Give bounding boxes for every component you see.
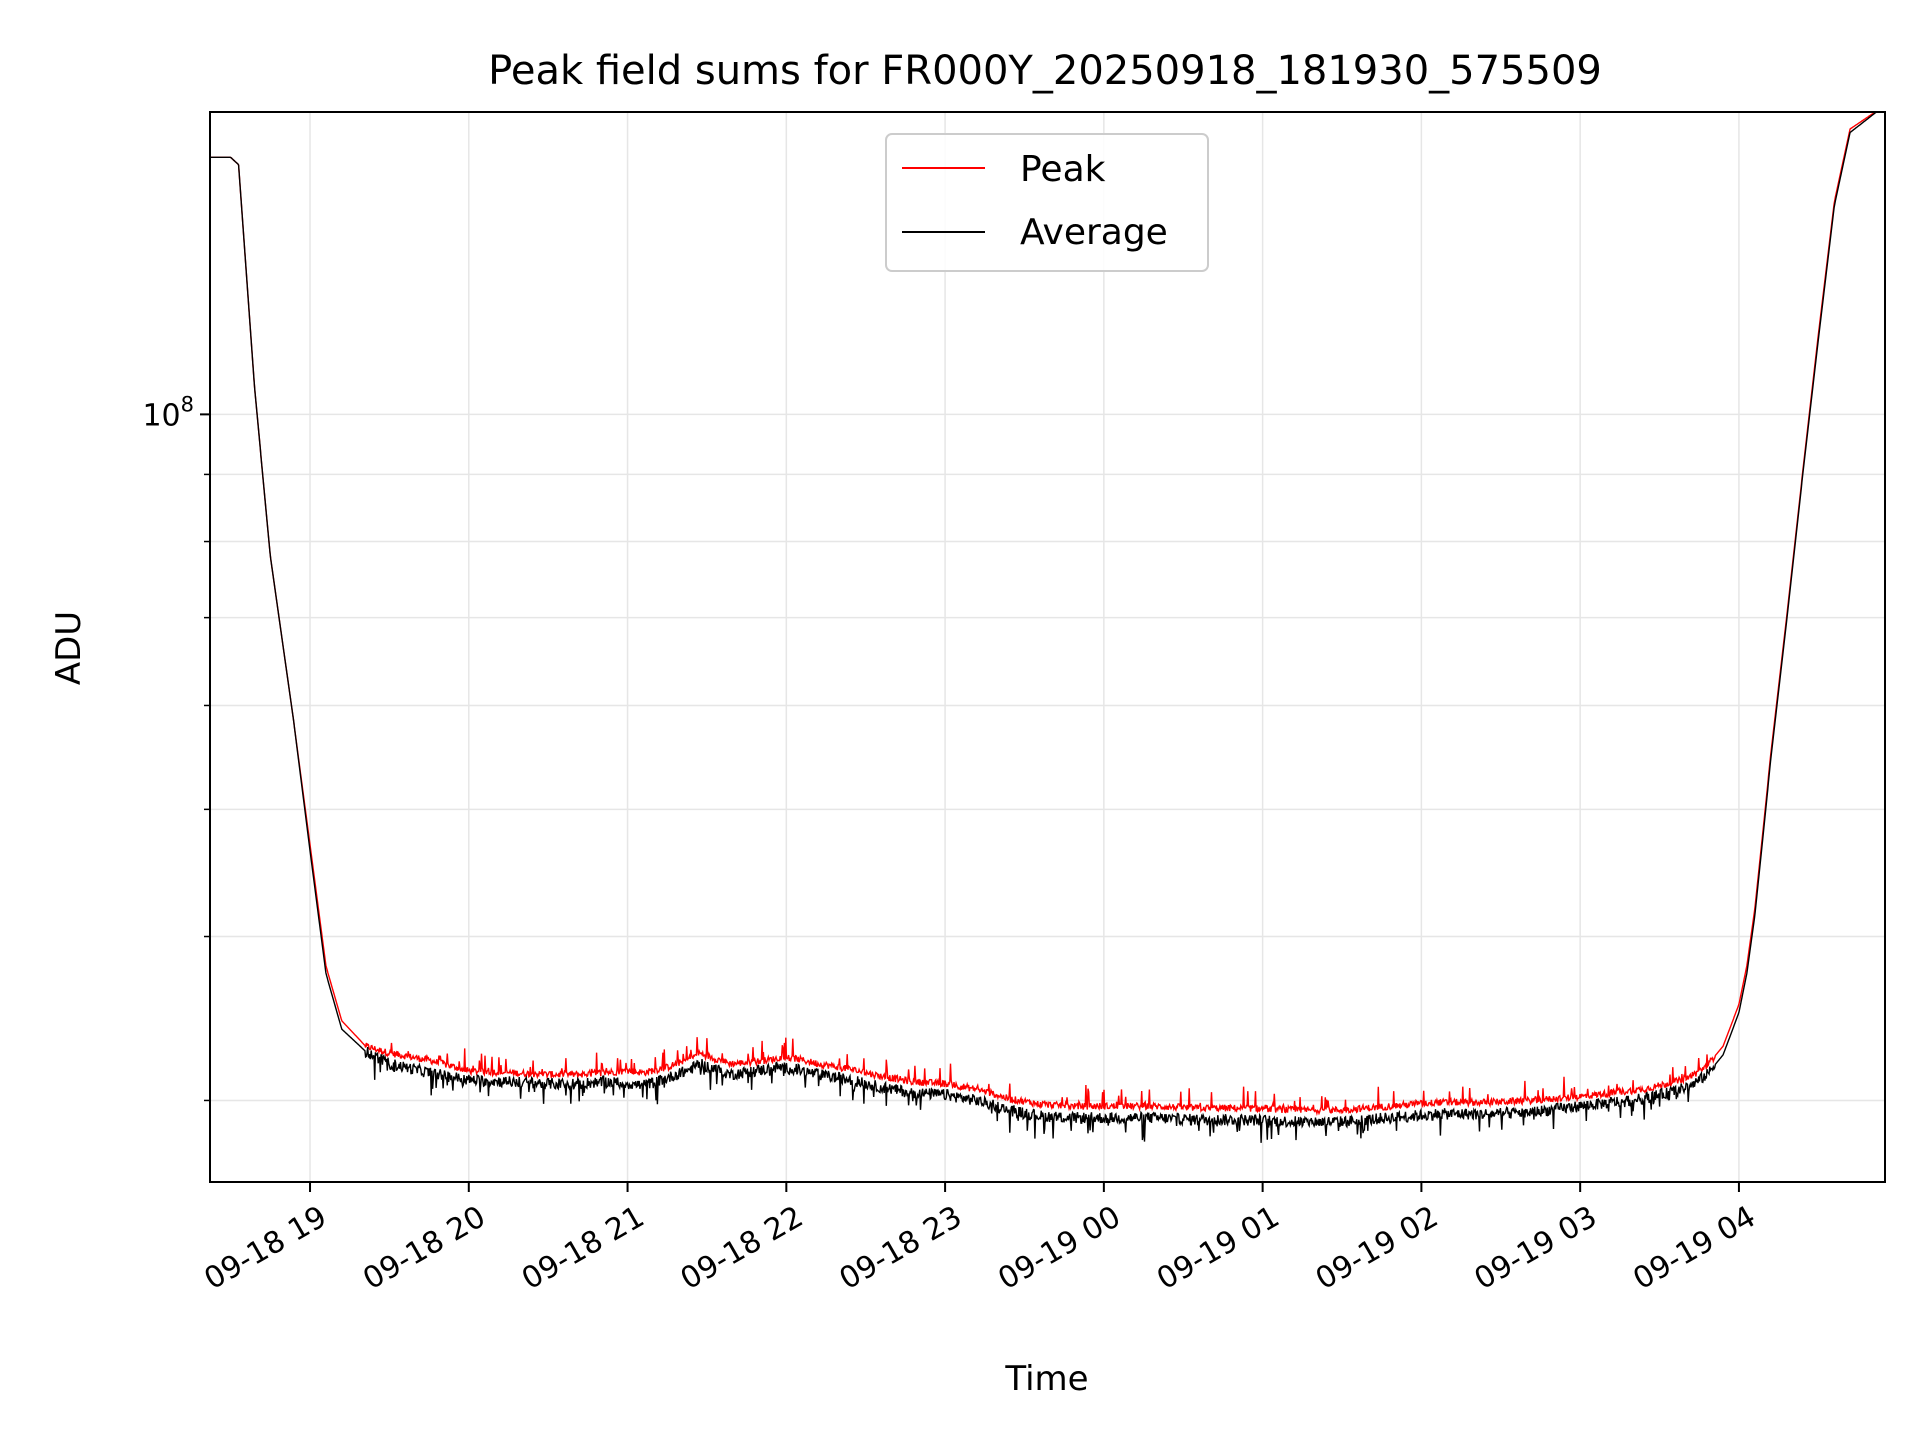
legend-peak-label: Peak bbox=[1020, 149, 1106, 190]
plot-area-frame bbox=[209, 111, 1886, 1183]
legend-average-label: Average bbox=[1020, 212, 1168, 253]
series-lines bbox=[210, 112, 1878, 1143]
chart-title: Peak field sums for FR000Y_20250918_1819… bbox=[488, 48, 1602, 94]
legend: Peak Average bbox=[885, 133, 1209, 272]
average-series-line bbox=[210, 112, 1878, 1143]
y-axis-label: ADU bbox=[49, 611, 89, 685]
x-axis-label: Time bbox=[1004, 1359, 1088, 1399]
y-tick-label: 108 bbox=[142, 392, 194, 433]
peak-series-line bbox=[210, 112, 1877, 1117]
y-axis-ticks: 108 bbox=[142, 392, 210, 1102]
